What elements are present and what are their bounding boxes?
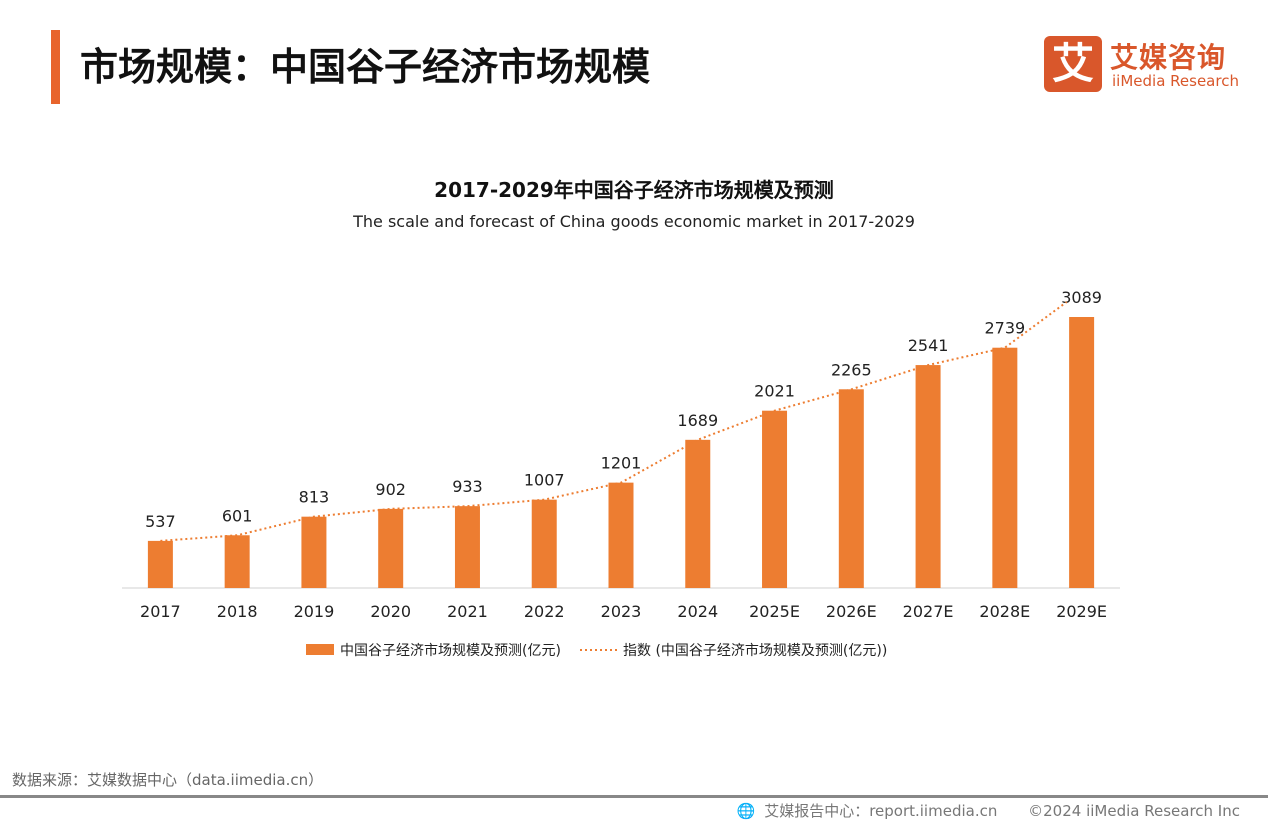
legend-bar-swatch: [306, 644, 334, 655]
chart-title: 2017-2029年中国谷子经济市场规模及预测: [434, 178, 834, 202]
footer-divider: [0, 795, 1268, 798]
bar: [454, 506, 480, 588]
data-label: 813: [299, 488, 330, 507]
data-label: 2739: [984, 319, 1025, 338]
footer: 🌐 艾媒报告中心：report.iimedia.cn ©2024 iiMedia…: [733, 800, 1240, 821]
page-title: 市场规模：中国谷子经济市场规模: [80, 45, 651, 89]
data-source: 数据来源：艾媒数据中心（data.iimedia.cn）: [12, 771, 324, 789]
bar: [608, 482, 634, 588]
logo-en: iiMedia Research: [1112, 72, 1239, 90]
x-tick-label: 2028E: [979, 602, 1030, 621]
x-tick-label: 2025E: [749, 602, 800, 621]
bar: [224, 535, 250, 588]
data-label: 902: [375, 480, 406, 499]
data-label: 3089: [1061, 288, 1102, 307]
x-tick-label: 2027E: [903, 602, 954, 621]
data-label: 1007: [524, 471, 565, 490]
data-label: 537: [145, 512, 176, 531]
bar: [992, 347, 1018, 588]
logo-cn: 艾媒咨询: [1110, 41, 1227, 74]
legend-line-label: 指数 (中国谷子经济市场规模及预测(亿元)): [623, 642, 887, 659]
bar: [378, 508, 404, 588]
bar: [147, 540, 173, 588]
data-label: 1689: [677, 411, 718, 430]
data-label: 2265: [831, 360, 872, 379]
data-label: 601: [222, 506, 253, 525]
bar: [685, 439, 711, 588]
x-tick-label: 2017: [140, 602, 181, 621]
chart-subtitle: The scale and forecast of China goods ec…: [353, 212, 915, 231]
logo: 艾 艾媒咨询 iiMedia Research: [1044, 36, 1244, 96]
data-label: 933: [452, 477, 483, 496]
bar: [915, 365, 941, 588]
data-label: 1201: [601, 454, 642, 473]
bar: [1069, 317, 1095, 588]
data-label: 2021: [754, 382, 795, 401]
logo-mark: 艾: [1044, 36, 1102, 92]
globe-icon: 🌐: [736, 802, 756, 820]
legend-bar-label: 中国谷子经济市场规模及预测(亿元): [340, 642, 561, 659]
data-label: 2541: [908, 336, 949, 355]
x-tick-label: 2019: [294, 602, 335, 621]
x-tick-label: 2018: [217, 602, 258, 621]
title-accent-bar: [51, 30, 60, 104]
x-tick-label: 2021: [447, 602, 488, 621]
x-tick-label: 2029E: [1056, 602, 1107, 621]
x-tick-label: 2023: [601, 602, 642, 621]
bar: [301, 516, 327, 588]
copyright: ©2024 iiMedia Research Inc: [1028, 802, 1240, 820]
x-tick-label: 2020: [370, 602, 411, 621]
report-link[interactable]: 艾媒报告中心：report.iimedia.cn: [764, 802, 998, 820]
bar: [531, 499, 557, 588]
x-tick-label: 2024: [677, 602, 718, 621]
x-tick-label: 2022: [524, 602, 565, 621]
bar: [762, 410, 788, 588]
trend-line: [160, 301, 1068, 542]
x-tick-label: 2026E: [826, 602, 877, 621]
bar: [838, 389, 864, 588]
